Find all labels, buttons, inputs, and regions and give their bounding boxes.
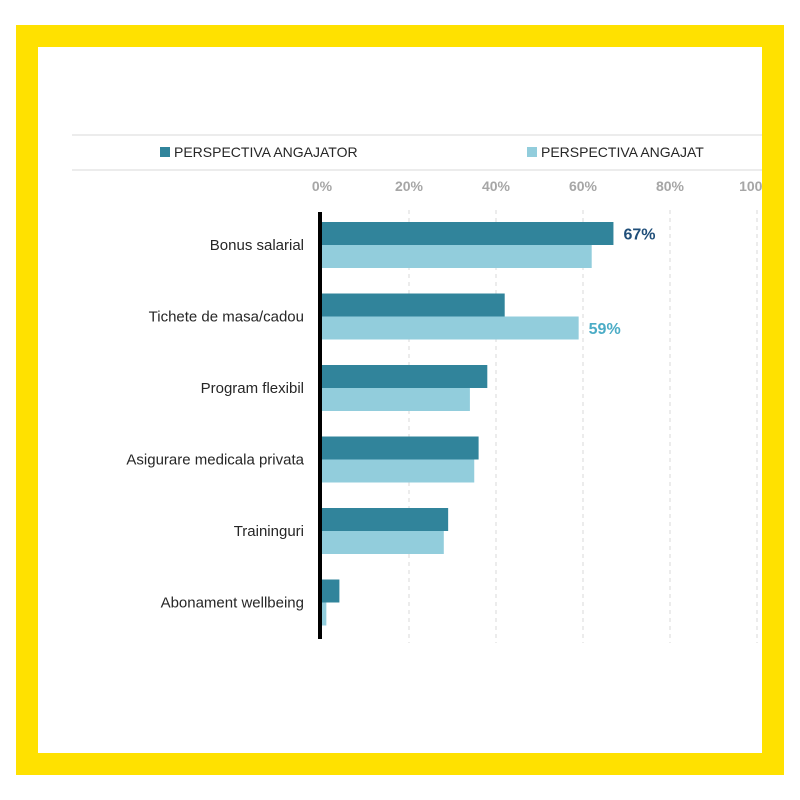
- data-labels: 67% 59%: [589, 227, 656, 339]
- data-label: 59%: [589, 321, 621, 338]
- category-label: Traininguri: [234, 523, 304, 540]
- bar-angajator: [322, 365, 488, 388]
- gridlines: [408, 210, 758, 643]
- legend-swatch-1: [160, 147, 170, 157]
- category-label: Program flexibil: [201, 380, 304, 397]
- bar-angajator: [322, 222, 614, 245]
- category-label: Asigurare medicala privata: [126, 452, 304, 469]
- bar-angajat: [322, 316, 579, 340]
- x-tick-label: 20%: [395, 178, 424, 194]
- x-tick-label: 100%: [739, 178, 775, 194]
- bar-angajat: [322, 531, 444, 554]
- category-label: Bonus salarial: [210, 237, 304, 254]
- bar-angajat: [322, 388, 470, 411]
- x-axis-ticks: 0% 20% 40% 60% 80% 100%: [312, 178, 775, 194]
- bar-angajator: [322, 436, 479, 460]
- legend-label-1: PERSPECTIVA ANGAJATOR: [174, 144, 358, 160]
- x-tick-label: 40%: [482, 178, 511, 194]
- category-label: Abonament wellbeing: [161, 595, 304, 612]
- bars: [322, 222, 614, 626]
- bar-angajator: [322, 293, 505, 317]
- legend-swatch-2: [527, 147, 537, 157]
- legend: PERSPECTIVA ANGAJATOR PERSPECTIVA ANGAJAT: [160, 144, 704, 160]
- category-label: Tichete de masa/cadou: [149, 309, 304, 326]
- x-tick-label: 0%: [312, 178, 333, 194]
- x-tick-label: 80%: [656, 178, 685, 194]
- category-labels: Bonus salarial Tichete de masa/cadou Progr…: [126, 237, 304, 612]
- bar-angajat: [322, 459, 475, 483]
- yellow-frame: [16, 25, 784, 775]
- bar-angajat: [322, 602, 327, 626]
- data-label: 67%: [623, 227, 655, 244]
- bar-angajat: [322, 245, 592, 268]
- legend-label-2: PERSPECTIVA ANGAJAT: [541, 144, 704, 160]
- x-tick-label: 60%: [569, 178, 598, 194]
- bar-angajator: [322, 508, 449, 531]
- bar-angajator: [322, 579, 340, 603]
